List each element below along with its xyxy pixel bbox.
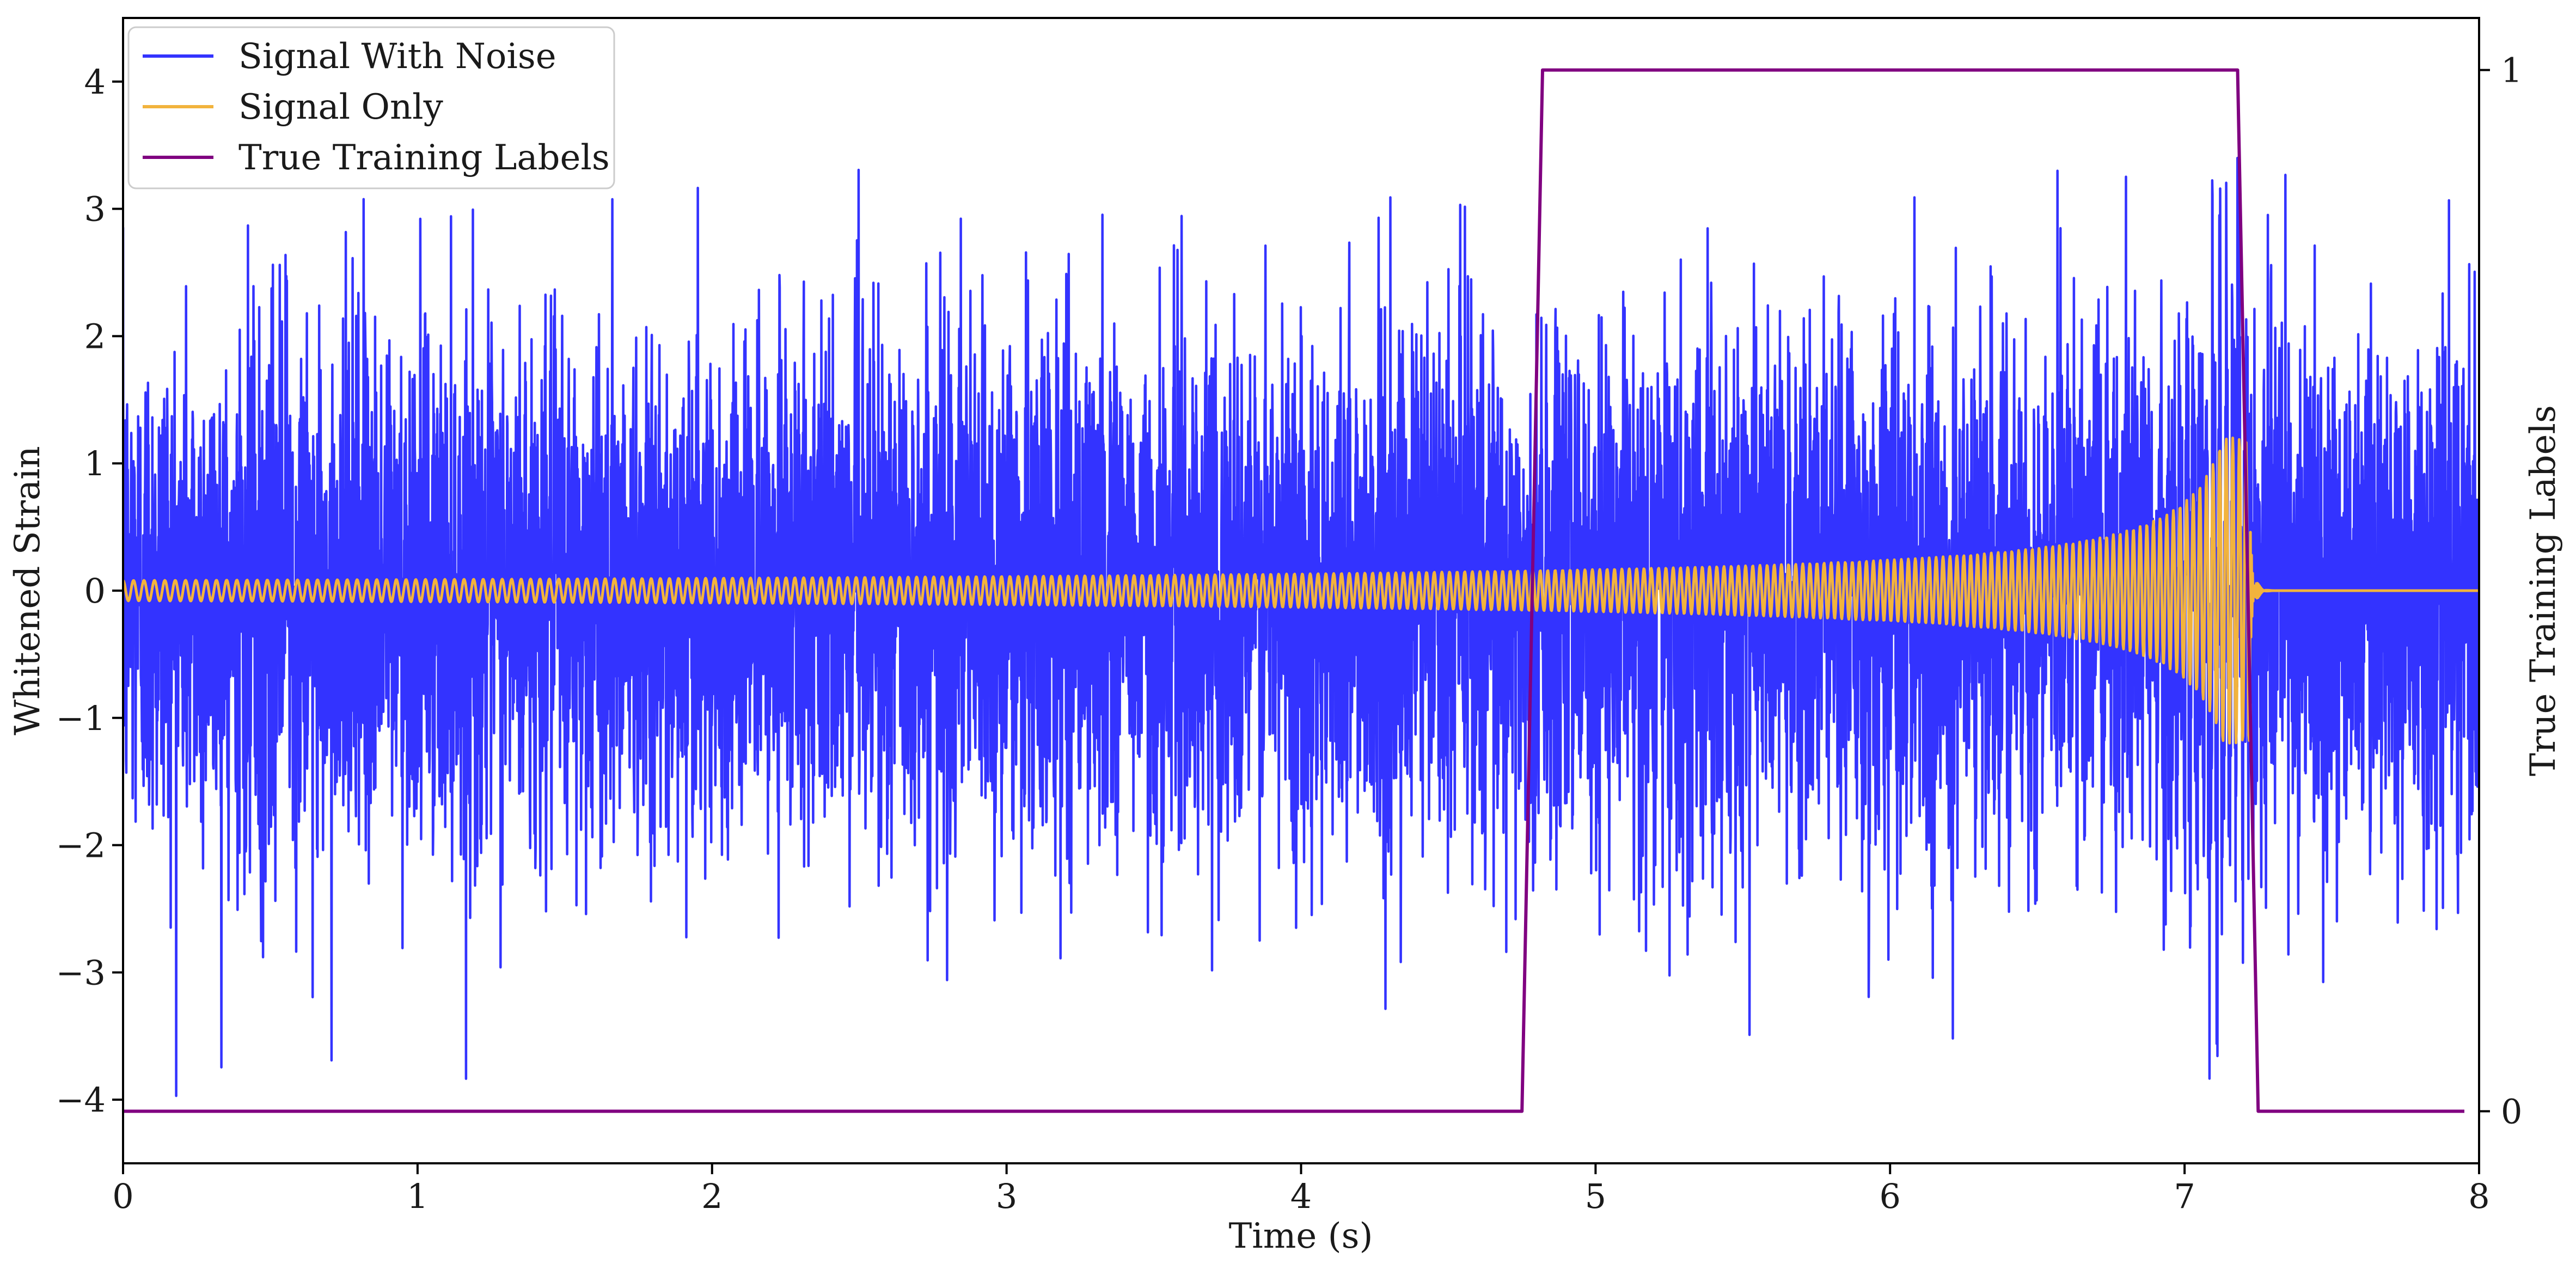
- y-tick-label: −1: [56, 698, 106, 738]
- series-true-training-labels: [123, 68, 2464, 1113]
- y-tick-label: 2: [84, 316, 106, 356]
- x-axis-label: Time (s): [1229, 1216, 1373, 1256]
- y-axis-right: 01: [2479, 51, 2522, 1131]
- x-tick-label: 8: [2468, 1176, 2489, 1216]
- y-axis-left: −4 −3 −2 −1 0 1 2 3 4: [56, 62, 123, 1120]
- x-tick-label: 0: [112, 1176, 133, 1216]
- plot-area: [123, 68, 2479, 1113]
- y-tick-label: 0: [84, 571, 106, 611]
- legend: Signal With Noise Signal Only True Train…: [127, 26, 615, 189]
- series-signal-with-noise: [123, 156, 2479, 1097]
- legend-label-signal-only: Signal Only: [238, 87, 443, 127]
- legend-label-signal-with-noise: Signal With Noise: [238, 36, 556, 77]
- x-tick-label: 3: [996, 1176, 1017, 1216]
- y-tick-label: −3: [56, 953, 106, 992]
- legend-label-true-training-labels: True Training Labels: [238, 138, 610, 178]
- series-signal-only: [123, 437, 2479, 745]
- x-tick-label: 2: [701, 1176, 723, 1216]
- x-tick-label: 1: [407, 1176, 428, 1216]
- y-tick-label: 4: [84, 62, 106, 102]
- x-tick-label: 7: [2174, 1176, 2195, 1216]
- legend-box: [127, 26, 615, 189]
- y-tick-label: −4: [56, 1080, 106, 1120]
- x-tick-label: 5: [1585, 1176, 1606, 1216]
- y2-tick-label: 0: [2501, 1091, 2522, 1131]
- y-tick-label: −2: [56, 826, 106, 866]
- y2-tick-label: 1: [2501, 51, 2522, 90]
- y-tick-label: 1: [84, 444, 106, 483]
- x-tick-label: 6: [1880, 1176, 1901, 1216]
- x-axis: 0 1 2 3 4 5 6 7 8: [112, 1163, 2490, 1216]
- y-tick-label: 3: [84, 189, 106, 229]
- x-tick-label: 4: [1290, 1176, 1312, 1216]
- y2-axis-label: True Training Labels: [2523, 405, 2563, 776]
- y-axis-label: Whitened Strain: [8, 446, 48, 735]
